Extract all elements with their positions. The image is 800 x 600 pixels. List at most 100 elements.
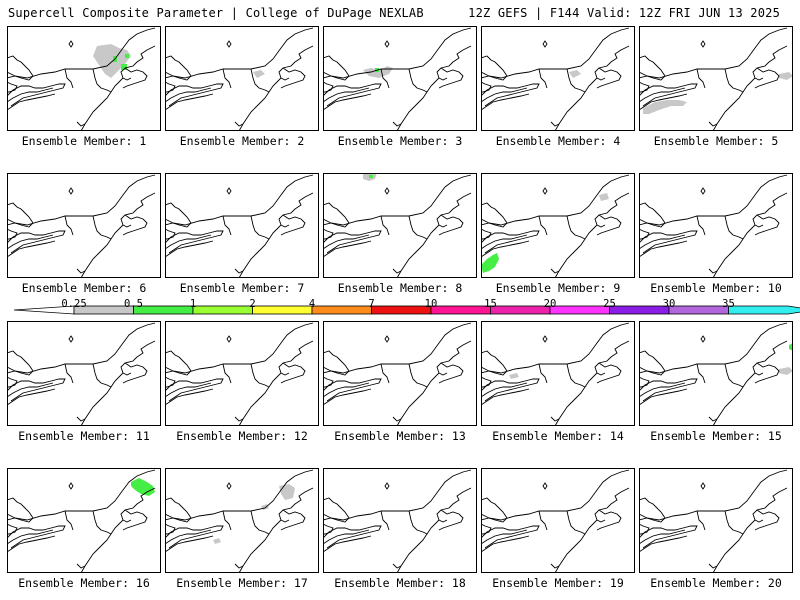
gray-scp-area <box>779 367 793 375</box>
ensemble-panel-3 <box>323 26 477 131</box>
map-outline <box>165 378 224 402</box>
member-label: Ensemble Member: 7 <box>179 281 305 295</box>
gray-scp-area <box>279 484 295 500</box>
map-outline <box>696 363 706 384</box>
colorbar-segment <box>609 305 670 315</box>
map-outline <box>165 388 214 406</box>
map-outline <box>122 77 132 81</box>
map-outline <box>92 68 112 93</box>
map-outline <box>566 363 586 388</box>
map-outline <box>481 376 492 388</box>
map-outline <box>438 362 464 384</box>
map-outline <box>165 87 212 103</box>
map-outline <box>481 87 528 103</box>
colorbar-segment <box>192 305 253 315</box>
location-marker-icon <box>700 40 706 48</box>
colorbar-segment <box>371 305 432 315</box>
map-outline <box>64 215 74 236</box>
location-marker-icon <box>542 482 548 490</box>
map-outline <box>7 382 54 398</box>
map-outline <box>7 55 34 81</box>
map-outline <box>481 228 492 240</box>
map-outline <box>392 416 402 422</box>
map-outline <box>234 416 244 422</box>
colorbar-segment <box>549 305 610 315</box>
map-outline <box>538 363 548 384</box>
gray-scp-area <box>599 193 609 201</box>
map-outline <box>639 55 666 81</box>
ensemble-panel-8 <box>323 173 477 278</box>
green-scp-area <box>481 253 499 273</box>
map-outline <box>122 214 148 236</box>
map-outline <box>696 215 706 236</box>
map-outline <box>238 192 314 278</box>
map-outline <box>696 510 706 531</box>
panel-frame <box>165 468 319 573</box>
map-outline <box>76 268 86 274</box>
map-outline <box>280 362 306 384</box>
map-outline <box>7 523 18 535</box>
map-outline <box>754 362 780 384</box>
map-outline <box>323 350 350 376</box>
map-outline <box>696 68 706 89</box>
gray-scp-area <box>93 44 131 78</box>
map-outline <box>92 215 112 240</box>
member-label: Ensemble Member: 9 <box>495 281 621 295</box>
map-outline <box>165 497 192 523</box>
map-10 <box>639 173 793 278</box>
ensemble-panel-19 <box>481 468 635 573</box>
colorbar-tick-label: 35 <box>722 298 735 310</box>
map-outline <box>323 388 372 406</box>
map-outline <box>323 81 334 93</box>
location-marker-icon <box>700 335 706 343</box>
location-marker-icon <box>384 40 390 48</box>
map-outline <box>280 77 290 81</box>
map-outline <box>222 215 232 236</box>
map-outline <box>639 83 698 107</box>
map-outline <box>639 376 650 388</box>
map-outline <box>481 83 540 107</box>
gray-scp-area <box>569 70 581 78</box>
map-outline <box>408 510 428 535</box>
gray-scp-area <box>213 538 221 544</box>
map-6 <box>7 173 161 278</box>
map-outline <box>538 510 548 531</box>
map-outline <box>7 93 56 111</box>
panel-frame <box>639 321 793 426</box>
map-outline <box>639 523 650 535</box>
map-outline <box>724 68 744 93</box>
ensemble-panel-20 <box>639 468 793 573</box>
map-outline <box>566 215 586 240</box>
map-outline <box>238 340 314 426</box>
location-marker-icon <box>542 40 548 48</box>
member-label: Ensemble Member: 16 <box>18 576 150 590</box>
map-outline <box>481 378 540 402</box>
map-outline <box>481 350 508 376</box>
member-label: Ensemble Member: 3 <box>337 134 463 148</box>
panel-frame <box>7 468 161 573</box>
member-label: Ensemble Member: 10 <box>650 281 782 295</box>
member-label: Ensemble Member: 6 <box>21 281 147 295</box>
map-17 <box>165 468 319 573</box>
map-outline <box>639 93 688 111</box>
map-outline <box>408 363 428 388</box>
run-valid-time: 12Z GEFS | F144 Valid: 12Z FRI JUN 13 20… <box>468 6 780 20</box>
map-outline <box>7 234 54 250</box>
colorbar-tick-label: 20 <box>543 298 557 310</box>
map-outline <box>323 240 372 258</box>
colorbar-tick-label: 30 <box>662 298 676 310</box>
ensemble-panel-5 <box>639 26 793 131</box>
map-outline <box>396 340 472 426</box>
panel-frame <box>481 468 635 573</box>
map-outline <box>708 121 718 127</box>
map-5 <box>639 26 793 131</box>
map-outline <box>165 382 212 398</box>
member-label: Ensemble Member: 2 <box>179 134 305 148</box>
map-outline <box>7 497 34 523</box>
map-outline <box>481 202 508 228</box>
map-outline <box>639 230 698 254</box>
map-outline <box>7 240 56 258</box>
ensemble-panel-16 <box>7 468 161 573</box>
map-outline <box>392 121 402 127</box>
ensemble-panel-10 <box>639 173 793 278</box>
